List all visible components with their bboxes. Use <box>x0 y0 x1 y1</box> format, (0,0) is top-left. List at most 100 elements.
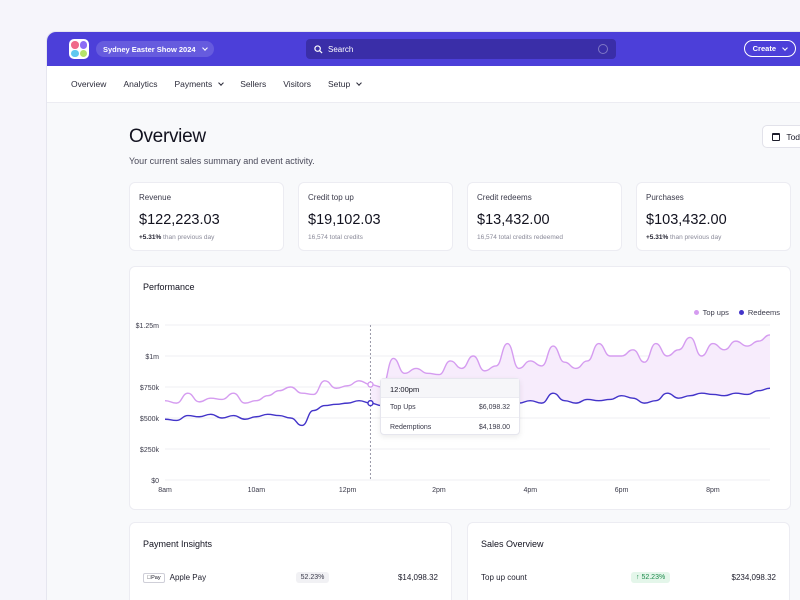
revenue-card: Revenue $122,223.03 +5.31% than previous… <box>129 182 284 251</box>
percent-badge: 52.23% <box>295 572 330 583</box>
tooltip-label: Top Ups <box>390 404 416 411</box>
y-tick-label: $250k <box>140 447 160 454</box>
card-label: Credit redeems <box>477 193 532 202</box>
chart-legend: Top ups Redeems <box>693 308 780 317</box>
card-note-text: 16,574 total credits <box>308 234 363 241</box>
sales-overview-panel: Sales Overview Top up count ↑ 52.23% $23… <box>467 522 790 600</box>
legend-dot-icon <box>693 310 699 315</box>
x-tick-label: 4pm <box>523 487 537 494</box>
chevron-down-icon <box>356 80 363 86</box>
legend-redeems[interactable]: Redeems <box>738 308 780 317</box>
bottom-panels: Payment Insights Pay Apple Pay 52.23% $… <box>129 522 800 600</box>
amount: $234,098.32 <box>731 573 777 582</box>
card-change: +5.31% <box>646 234 669 241</box>
tooltip-row: Top Ups $6,098.32 <box>381 398 519 418</box>
main-nav: Overview Analytics Payments Sellers Visi… <box>47 66 800 103</box>
performance-panel: Performance Top ups Redeems $0 $250k $500k… <box>129 266 791 510</box>
card-note: +5.31% than previous day <box>646 234 781 241</box>
percent-badge: ↑ 52.23% <box>631 572 671 583</box>
performance-title: Performance <box>143 282 195 292</box>
card-value: $122,223.03 <box>139 212 220 228</box>
create-button[interactable]: Create <box>743 40 796 57</box>
nav-label: Payments <box>174 79 213 89</box>
y-tick-label: $0 <box>151 478 159 485</box>
top-ups-point <box>367 381 374 388</box>
page-subtitle: Your current sales summary and event act… <box>129 156 315 166</box>
amount: $14,098.32 <box>397 573 438 582</box>
main-content: Overview Your current sales summary and … <box>129 103 800 600</box>
sales-row[interactable]: Top up count ↑ 52.23% $234,098.32 <box>481 572 776 583</box>
tooltip-row: Redemptions $4,198.00 <box>381 418 519 437</box>
search-placeholder: Search <box>328 44 354 54</box>
search-bar[interactable]: Search <box>306 39 616 59</box>
chevron-down-icon <box>782 44 788 51</box>
card-note: 16,574 total credits <box>308 234 443 241</box>
payment-method: Apple Pay <box>165 573 206 582</box>
x-tick-label: 8pm <box>706 487 720 494</box>
payment-insights-panel: Payment Insights Pay Apple Pay 52.23% $… <box>129 522 452 600</box>
legend-dot-icon <box>738 310 744 315</box>
top-ups-line <box>164 334 771 404</box>
chart-tooltip: 12:00pm Top Ups $6,098.32 Redemptions $4,1… <box>380 378 520 435</box>
x-tick-label: 12pm <box>339 487 357 494</box>
y-tick-label: $1m <box>145 354 159 361</box>
tooltip-value: $4,198.00 <box>478 424 510 431</box>
card-value: $13,432.00 <box>477 212 550 228</box>
tooltip-label: Redemptions <box>390 424 432 431</box>
legend-top-ups[interactable]: Top ups <box>693 308 729 317</box>
card-change: +5.31% <box>139 234 162 241</box>
nav-item-setup[interactable]: Setup <box>327 79 363 89</box>
card-note: 16,574 total credits redeemed <box>477 234 612 241</box>
legend-label: Top ups <box>702 308 729 317</box>
card-label: Revenue <box>139 193 172 202</box>
date-filter-button[interactable]: Today <box>762 125 800 148</box>
chevron-down-icon <box>218 80 225 86</box>
nav-label: Overview <box>71 79 107 89</box>
nav-label: Sellers <box>240 79 267 89</box>
card-label: Credit top up <box>308 193 354 202</box>
nav-item-visitors[interactable]: Visitors <box>283 79 311 89</box>
top-bar: Sydney Easter Show 2024 Search Create <box>47 32 800 66</box>
panel-title: Sales Overview <box>481 539 544 549</box>
card-value: $19,102.03 <box>308 212 381 228</box>
nav-item-overview[interactable]: Overview <box>71 79 106 89</box>
card-note-text: than previous day <box>163 234 215 241</box>
x-tick-label: 2pm <box>432 487 446 494</box>
calendar-icon <box>772 132 781 141</box>
nav-item-payments[interactable]: Payments <box>174 79 225 89</box>
logo-text: Pay <box>147 574 160 581</box>
card-note: +5.31% than previous day <box>139 234 274 241</box>
date-filter-label: Today <box>786 131 800 142</box>
nav-label: Setup <box>327 79 351 89</box>
card-value: $103,432.00 <box>646 212 727 228</box>
tooltip-time: 12:00pm <box>381 379 519 398</box>
app-logo-icon[interactable] <box>69 39 89 59</box>
card-note-text: than previous day <box>670 234 722 241</box>
nav-label: Visitors <box>283 79 311 89</box>
event-selector[interactable]: Sydney Easter Show 2024 <box>96 41 214 57</box>
summary-cards: Revenue $122,223.03 +5.31% than previous… <box>129 182 800 251</box>
credit-redeems-card: Credit redeems $13,432.00 16,574 total c… <box>467 182 622 251</box>
panel-title: Payment Insights <box>143 539 213 549</box>
card-label: Purchases <box>646 193 684 202</box>
create-label: Create <box>752 44 776 53</box>
nav-item-sellers[interactable]: Sellers <box>240 79 266 89</box>
sales-label: Top up count <box>481 573 527 582</box>
percent-value: 52.23% <box>641 574 666 581</box>
redeems-point <box>367 399 374 407</box>
app-window: Sydney Easter Show 2024 Search Create Ov… <box>46 31 800 600</box>
page-title: Overview <box>129 126 206 147</box>
credit-top-up-card: Credit top up $19,102.03 16,574 total cr… <box>298 182 453 251</box>
x-tick-label: 8am <box>158 487 172 494</box>
chevron-down-icon <box>201 45 208 51</box>
legend-label: Redeems <box>747 308 780 317</box>
apple-pay-logo-icon: Pay <box>143 572 165 583</box>
tooltip-value: $6,098.32 <box>478 404 510 411</box>
y-tick-label: $1.25m <box>136 323 160 330</box>
purchases-card: Purchases $103,432.00 +5.31% than previo… <box>636 182 791 251</box>
payment-row[interactable]: Pay Apple Pay 52.23% $14,098.32 <box>143 572 438 583</box>
y-tick-label: $750k <box>140 385 160 392</box>
nav-item-analytics[interactable]: Analytics <box>123 79 157 89</box>
y-tick-label: $500k <box>140 416 160 423</box>
search-icon <box>314 44 323 54</box>
